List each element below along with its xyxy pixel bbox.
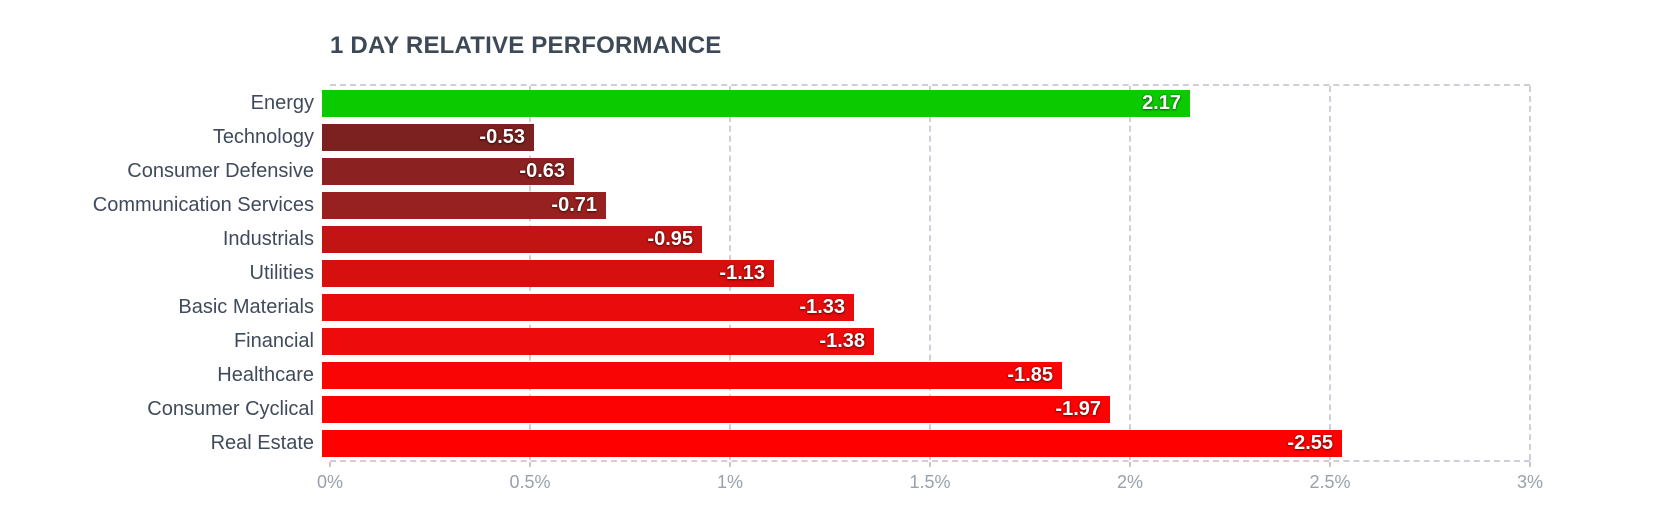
bar-value-label: -0.53 — [479, 125, 525, 148]
category-label: Basic Materials — [178, 295, 314, 318]
chart-row: Industrials -0.95 — [0, 225, 1530, 253]
bar-value-label: -2.55 — [1287, 431, 1333, 454]
chart-title: 1 DAY RELATIVE PERFORMANCE — [330, 32, 722, 59]
chart-row: Utilities -1.13 — [0, 259, 1530, 287]
bar[interactable]: -0.63 — [322, 157, 574, 185]
category-label: Healthcare — [217, 363, 314, 386]
chart-row: Financial -1.38 — [0, 327, 1530, 355]
bar-value-label: -1.13 — [719, 261, 765, 284]
category-label: Consumer Defensive — [127, 159, 314, 182]
bar[interactable]: -0.95 — [322, 225, 702, 253]
chart-row: Technology -0.53 — [0, 123, 1530, 151]
category-label: Technology — [212, 125, 314, 148]
category-label: Energy — [250, 91, 314, 114]
bar[interactable]: -1.33 — [322, 293, 854, 321]
bar-track: -1.33 — [322, 293, 1522, 321]
bar[interactable]: 2.17 — [322, 89, 1190, 117]
bar-track: 2.17 — [322, 89, 1522, 117]
category-label: Industrials — [222, 227, 314, 250]
gridline — [1128, 86, 1131, 460]
category-label: Communication Services — [92, 193, 314, 216]
bar[interactable]: -1.97 — [322, 395, 1110, 423]
chart-row: Consumer Defensive -0.63 — [0, 157, 1530, 185]
chart-row: Consumer Cyclical -1.97 — [0, 395, 1530, 423]
chart-row: Basic Materials -1.33 — [0, 293, 1530, 321]
x-tick-label: 0.5% — [509, 472, 551, 492]
bar-track: -0.63 — [322, 157, 1522, 185]
category-label: Utilities — [249, 261, 314, 284]
bar[interactable]: -0.71 — [322, 191, 606, 219]
bar-track: -2.55 — [322, 429, 1522, 457]
bar-value-label: -1.38 — [819, 329, 865, 352]
category-label: Financial — [233, 329, 314, 352]
chart-row: Healthcare -1.85 — [0, 361, 1530, 389]
bar-value-label: -1.33 — [799, 295, 845, 318]
bar-value-label: -1.97 — [1055, 397, 1101, 420]
gridline — [929, 86, 931, 460]
category-label: Real Estate — [210, 431, 314, 454]
bar[interactable]: -0.53 — [322, 123, 534, 151]
bar-track: -1.38 — [322, 327, 1522, 355]
x-tick-label: 3% — [1516, 472, 1544, 492]
x-tick-mark — [329, 462, 331, 467]
x-tick-mark — [929, 462, 931, 467]
x-tick-mark — [729, 462, 731, 467]
x-tick-label: 0% — [316, 472, 344, 492]
x-tick-mark — [1529, 462, 1531, 467]
gridline — [1329, 86, 1331, 460]
bar-track: -0.53 — [322, 123, 1522, 151]
bar-track: -0.95 — [322, 225, 1522, 253]
bar-track: -1.13 — [322, 259, 1522, 287]
bar-track: -1.85 — [322, 361, 1522, 389]
bar-value-label: -0.71 — [551, 193, 597, 216]
x-axis: 0% 0.5% 1% 1.5% 2% 2.5% 3% — [317, 462, 1543, 507]
bar[interactable]: -2.55 — [322, 429, 1342, 457]
chart-row: Energy 2.17 — [0, 89, 1530, 117]
x-tick-mark — [529, 462, 531, 467]
bar[interactable]: -1.85 — [322, 361, 1062, 389]
chart-row: Real Estate -2.55 — [0, 429, 1530, 457]
bar-track: -1.97 — [322, 395, 1522, 423]
bar-track: -0.71 — [322, 191, 1522, 219]
bar-value-label: -1.85 — [1007, 363, 1053, 386]
bar-value-label: 2.17 — [1142, 91, 1181, 114]
gridline — [1529, 86, 1531, 460]
bar[interactable]: -1.13 — [322, 259, 774, 287]
category-label: Consumer Cyclical — [147, 397, 314, 420]
x-tick-label: 2.5% — [1309, 472, 1351, 492]
bar-rows: Energy 2.17 Technology -0.53 Consumer De… — [0, 86, 1530, 460]
bar-value-label: -0.63 — [519, 159, 565, 182]
x-tick-label: 2% — [1116, 472, 1144, 492]
x-tick-label: 1% — [716, 472, 744, 492]
x-tick-mark — [1329, 462, 1331, 467]
x-tick-mark — [1129, 462, 1131, 467]
x-tick-label: 1.5% — [909, 472, 951, 492]
chart-row: Communication Services -0.71 — [0, 191, 1530, 219]
bar-value-label: -0.95 — [647, 227, 693, 250]
bar[interactable]: -1.38 — [322, 327, 874, 355]
